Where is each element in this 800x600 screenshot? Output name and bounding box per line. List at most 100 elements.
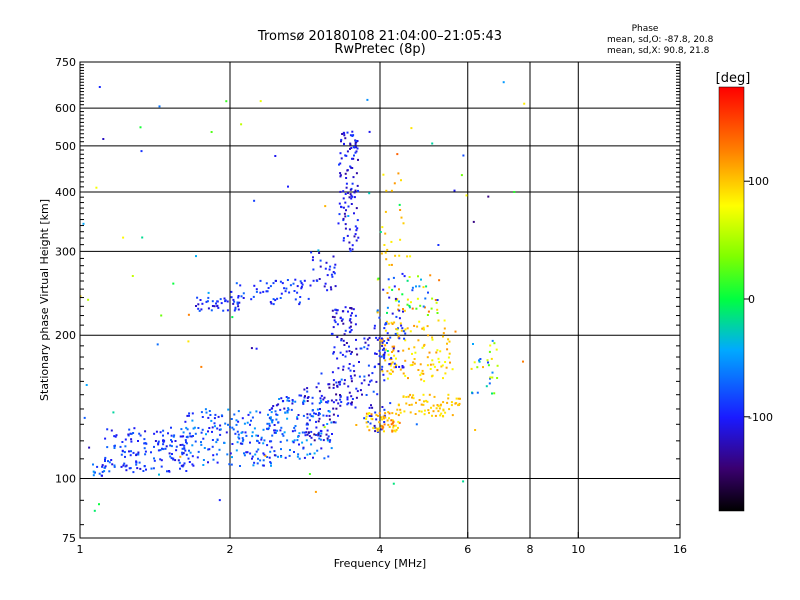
data-point — [333, 319, 336, 322]
data-point — [396, 328, 399, 331]
data-point — [296, 439, 299, 442]
data-point — [98, 86, 101, 88]
data-point — [255, 290, 258, 293]
data-point — [381, 406, 384, 408]
data-point — [319, 429, 322, 432]
data-point — [203, 447, 206, 449]
data-point — [124, 445, 127, 448]
y-tick-label: 400 — [55, 186, 76, 199]
data-point — [185, 436, 188, 438]
data-point — [170, 439, 172, 441]
data-point — [410, 301, 412, 304]
data-point — [287, 407, 290, 410]
data-point — [388, 286, 391, 289]
data-point — [250, 347, 253, 350]
data-point — [280, 455, 283, 458]
data-point — [388, 296, 391, 299]
data-point — [191, 455, 194, 458]
data-point — [457, 397, 460, 400]
data-point — [393, 285, 396, 288]
data-point — [395, 412, 398, 415]
data-point — [211, 445, 214, 448]
data-point — [214, 413, 217, 416]
data-point — [339, 174, 342, 177]
data-point — [336, 357, 339, 360]
data-point — [356, 227, 359, 230]
data-point — [153, 432, 156, 435]
data-point — [207, 307, 210, 310]
data-point — [385, 320, 388, 323]
data-point — [262, 452, 265, 455]
data-point — [352, 176, 355, 179]
data-point — [94, 471, 96, 474]
data-point — [396, 332, 399, 335]
data-point — [413, 362, 416, 365]
data-point — [259, 291, 262, 294]
data-point — [384, 344, 387, 347]
data-point — [374, 426, 377, 429]
data-point — [88, 446, 91, 449]
data-point — [381, 340, 384, 343]
data-point — [201, 416, 204, 418]
data-point — [237, 433, 240, 436]
data-point — [310, 430, 313, 433]
data-point — [311, 396, 314, 399]
data-point — [354, 151, 357, 154]
data-point — [437, 357, 440, 360]
data-point — [386, 370, 389, 373]
data-point — [407, 395, 410, 398]
data-point — [138, 432, 141, 435]
data-point — [391, 412, 394, 415]
data-point — [332, 271, 335, 273]
data-point — [208, 448, 211, 451]
data-point — [377, 427, 380, 430]
data-point — [406, 327, 409, 330]
data-point — [162, 448, 165, 451]
data-point — [356, 353, 359, 356]
data-point — [391, 323, 394, 325]
data-point — [136, 467, 139, 470]
data-point — [167, 432, 169, 435]
data-point — [439, 414, 442, 417]
data-point — [302, 414, 305, 417]
data-point — [143, 442, 146, 445]
data-point — [375, 427, 378, 430]
data-point — [398, 365, 401, 368]
data-point — [318, 390, 321, 393]
data-point — [332, 413, 335, 416]
data-point — [408, 404, 411, 406]
data-point — [431, 338, 434, 341]
data-point — [401, 272, 404, 275]
data-point — [331, 433, 333, 435]
data-point — [205, 411, 208, 414]
data-point — [132, 451, 135, 454]
data-point — [251, 416, 254, 419]
data-point — [174, 459, 177, 462]
data-point — [379, 231, 382, 233]
data-point — [378, 355, 381, 358]
data-point — [309, 413, 312, 416]
data-point — [130, 438, 133, 441]
data-point — [108, 470, 111, 473]
data-point — [241, 442, 244, 445]
data-point — [354, 406, 357, 409]
data-point — [415, 401, 417, 404]
data-point — [240, 123, 243, 126]
data-point — [351, 312, 353, 315]
data-point — [104, 460, 106, 462]
data-point — [135, 463, 138, 466]
data-point — [349, 165, 352, 168]
data-point — [388, 425, 391, 428]
data-point — [366, 347, 369, 350]
data-point — [252, 295, 255, 298]
data-point — [173, 434, 176, 437]
data-point — [249, 452, 252, 455]
data-point — [113, 447, 116, 449]
data-point — [169, 455, 172, 458]
data-point — [275, 279, 277, 282]
y-tick-label: 500 — [55, 140, 76, 153]
data-point — [241, 440, 244, 443]
data-point — [276, 297, 279, 300]
data-point — [350, 377, 353, 380]
data-point — [355, 396, 358, 399]
